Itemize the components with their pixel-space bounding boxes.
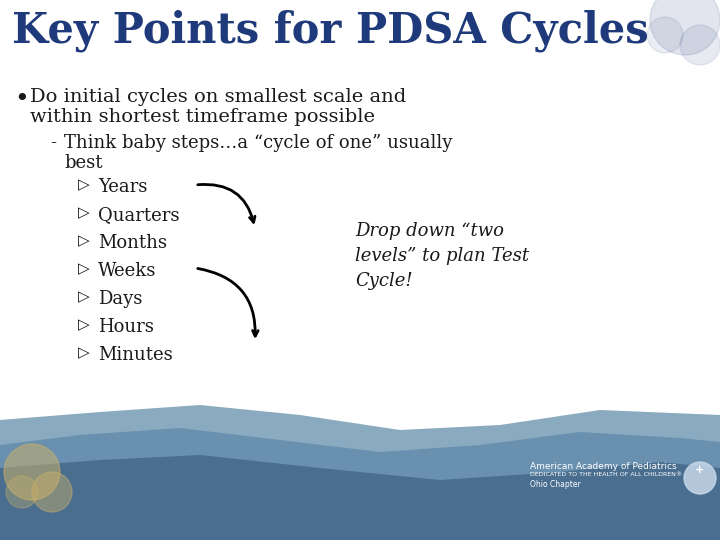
Text: Months: Months xyxy=(98,234,167,252)
Text: Drop down “two
levels” to plan Test
Cycle!: Drop down “two levels” to plan Test Cycl… xyxy=(355,222,529,290)
Circle shape xyxy=(32,472,72,512)
Text: ▷: ▷ xyxy=(78,178,90,192)
Text: ▷: ▷ xyxy=(78,290,90,304)
Polygon shape xyxy=(0,455,720,540)
Text: •: • xyxy=(14,88,29,111)
Text: Do initial cycles on smallest scale and: Do initial cycles on smallest scale and xyxy=(30,88,406,106)
Text: ▷: ▷ xyxy=(78,346,90,360)
Text: Quarters: Quarters xyxy=(98,206,179,224)
Text: Years: Years xyxy=(98,178,148,196)
Text: Think baby steps…a “cycle of one” usually: Think baby steps…a “cycle of one” usuall… xyxy=(64,134,452,152)
Circle shape xyxy=(650,0,720,55)
Circle shape xyxy=(684,462,716,494)
Circle shape xyxy=(680,25,720,65)
Text: best: best xyxy=(64,154,102,172)
Text: ▷: ▷ xyxy=(78,262,90,276)
Polygon shape xyxy=(0,405,720,540)
Text: Minutes: Minutes xyxy=(98,346,173,364)
Text: DEDICATED TO THE HEALTH OF ALL CHILDREN®: DEDICATED TO THE HEALTH OF ALL CHILDREN® xyxy=(530,472,682,477)
Text: +: + xyxy=(696,465,705,475)
Text: within shortest timeframe possible: within shortest timeframe possible xyxy=(30,108,375,126)
Circle shape xyxy=(647,17,683,53)
Text: ▷: ▷ xyxy=(78,318,90,332)
Text: ▷: ▷ xyxy=(78,234,90,248)
Text: Key Points for PDSA Cycles: Key Points for PDSA Cycles xyxy=(12,10,649,52)
Text: ▷: ▷ xyxy=(78,206,90,220)
Text: Hours: Hours xyxy=(98,318,154,336)
Text: -: - xyxy=(50,134,56,152)
Text: Weeks: Weeks xyxy=(98,262,156,280)
Circle shape xyxy=(4,444,60,500)
Text: Days: Days xyxy=(98,290,143,308)
Text: American Academy of Pediatrics: American Academy of Pediatrics xyxy=(530,462,677,471)
Text: Ohio Chapter: Ohio Chapter xyxy=(530,480,581,489)
Polygon shape xyxy=(0,428,720,540)
Circle shape xyxy=(6,476,38,508)
